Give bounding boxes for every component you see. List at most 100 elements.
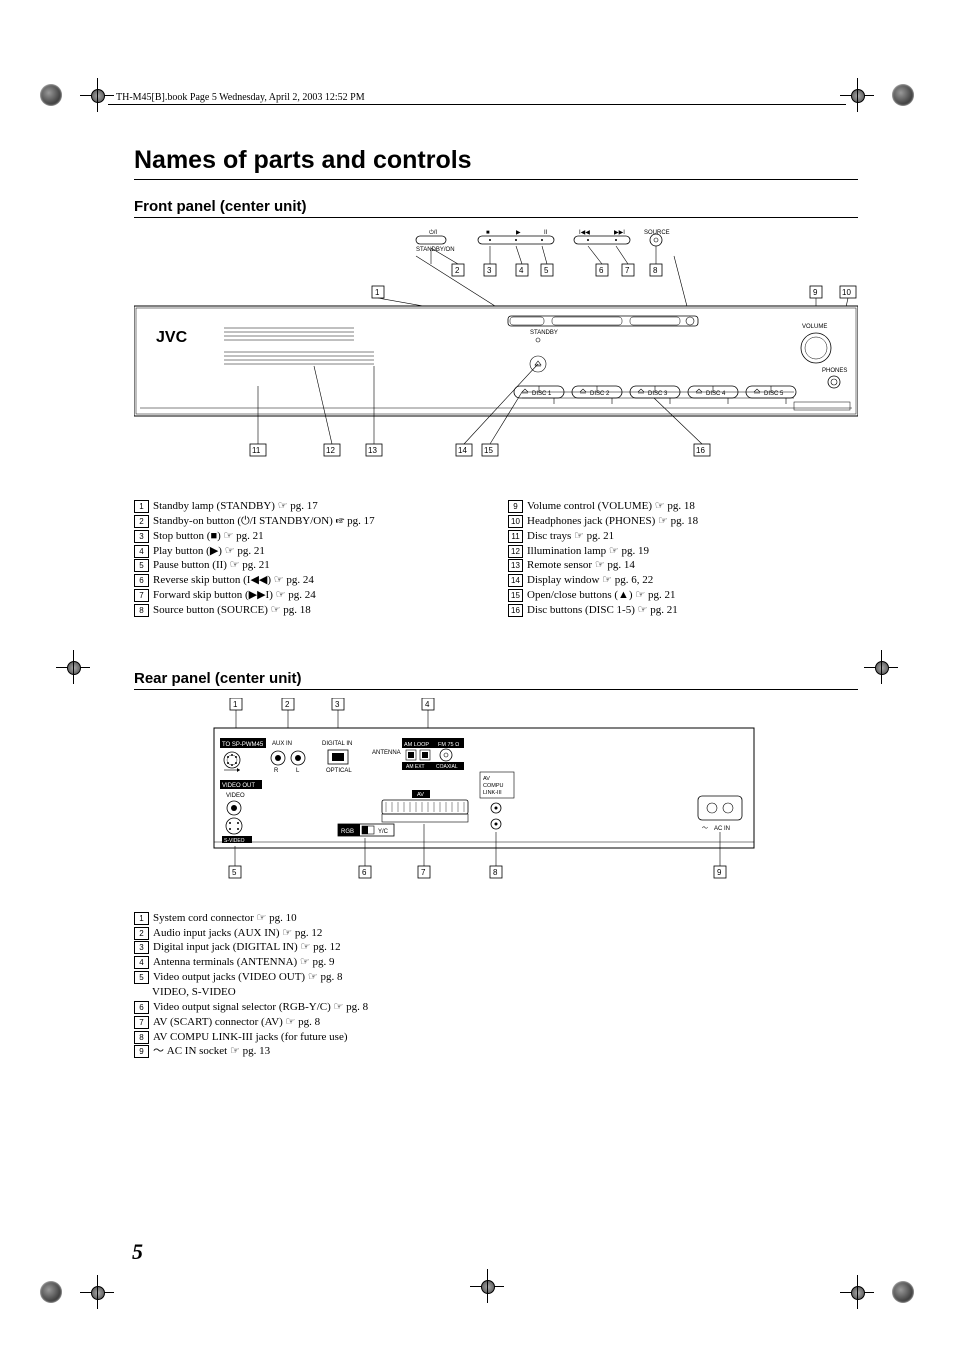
svg-text:Y/C: Y/C	[378, 829, 389, 835]
reg-mark-tr	[840, 78, 914, 112]
svg-text:RGB: RGB	[341, 829, 354, 835]
reg-cross	[470, 1269, 504, 1303]
legend-num: 4	[134, 545, 149, 558]
legend-row: 4Antenna terminals (ANTENNA) ☞ pg. 9	[134, 955, 858, 970]
reg-dot	[40, 84, 62, 106]
legend-text: Stop button (■) ☞ pg. 21	[153, 529, 264, 544]
reg-dot	[40, 1281, 62, 1303]
svg-text:AM EXT: AM EXT	[406, 764, 425, 770]
reg-mark-bl	[40, 1275, 114, 1309]
legend-text: Source button (SOURCE) ☞ pg. 18	[153, 603, 311, 618]
front-panel-legend: 1Standby lamp (STANDBY) ☞ pg. 172 Standby…	[134, 499, 858, 618]
svg-text:FM 75 Ω: FM 75 Ω	[438, 742, 459, 748]
rear-panel-legend: 1System cord connector ☞ pg. 102 Audio in…	[134, 911, 858, 1059]
legend-text: Volume control (VOLUME) ☞ pg. 18	[527, 499, 695, 514]
legend-text: Headphones jack (PHONES) ☞ pg. 18	[527, 514, 698, 529]
legend-row: 1Standby lamp (STANDBY) ☞ pg. 17	[134, 499, 484, 514]
svg-text:7: 7	[625, 266, 630, 275]
legend-row: 9 Volume control (VOLUME) ☞ pg. 18	[508, 499, 858, 514]
svg-text:S-VIDEO: S-VIDEO	[224, 838, 245, 844]
svg-text:9: 9	[813, 288, 818, 297]
svg-text:AV: AV	[417, 792, 424, 798]
svg-text:COAXIAL: COAXIAL	[436, 764, 458, 770]
legend-row: 10Headphones jack (PHONES) ☞ pg. 18	[508, 514, 858, 529]
legend-num: 11	[508, 530, 523, 543]
legend-text: Display window ☞ pg. 6, 22	[527, 573, 653, 588]
svg-text:1: 1	[233, 700, 238, 709]
svg-text:ANTENNA: ANTENNA	[372, 750, 401, 756]
rear-panel-diagram: 1 2 3 4 TO SP-PWM45 AUX IN	[134, 698, 858, 903]
legend-row: 2 Standby-on button (⏻/I STANDBY/ON) ☞ pg…	[134, 514, 484, 529]
legend-row: 7AV (SCART) connector (AV) ☞ pg. 8	[134, 1015, 858, 1030]
svg-text:3: 3	[335, 700, 340, 709]
legend-num: 1	[134, 500, 149, 513]
svg-text:OPTICAL: OPTICAL	[326, 768, 352, 774]
legend-text: Open/close buttons (▲) ☞ pg. 21	[527, 588, 675, 603]
reg-mark-br	[840, 1275, 914, 1309]
rear-panel-heading: Rear panel (center unit)	[134, 670, 858, 690]
legend-num: 9	[508, 500, 523, 513]
svg-text:I◀◀: I◀◀	[579, 230, 590, 236]
legend-num: 2	[134, 927, 149, 940]
svg-text:15: 15	[484, 446, 493, 455]
svg-text:DIGITAL IN: DIGITAL IN	[322, 741, 352, 747]
legend-row: 16 Disc buttons (DISC 1-5) ☞ pg. 21	[508, 603, 858, 618]
svg-text:13: 13	[368, 446, 377, 455]
legend-num: 16	[508, 604, 523, 617]
legend-num: 3	[134, 941, 149, 954]
legend-num: 7	[134, 589, 149, 602]
legend-row: 14Display window ☞ pg. 6, 22	[508, 573, 858, 588]
legend-row: 3 Digital input jack (DIGITAL IN) ☞ pg. 1…	[134, 940, 858, 955]
legend-row: 8Source button (SOURCE) ☞ pg. 18	[134, 603, 484, 618]
legend-row: 6Reverse skip button (I◀◀) ☞ pg. 24	[134, 573, 484, 588]
svg-text:AM LOOP: AM LOOP	[404, 742, 429, 748]
page-title: Names of parts and controls	[134, 146, 858, 180]
legend-text: Disc trays ☞ pg. 21	[527, 529, 614, 544]
legend-text: Audio input jacks (AUX IN) ☞ pg. 12	[153, 926, 322, 941]
legend-row: 1System cord connector ☞ pg. 10	[134, 911, 858, 926]
legend-num: 13	[508, 559, 523, 572]
legend-row: 6Video output signal selector (RGB-Y/C) …	[134, 1000, 858, 1015]
svg-text:PHONES: PHONES	[822, 368, 847, 374]
legend-text: System cord connector ☞ pg. 10	[153, 911, 297, 926]
svg-text:5: 5	[544, 266, 549, 275]
svg-text:2: 2	[285, 700, 290, 709]
reg-cross	[840, 78, 874, 112]
svg-text:7: 7	[421, 868, 426, 877]
legend-text: Standby-on button (⏻/I STANDBY/ON) ☞ pg.…	[153, 514, 375, 529]
legend-num: 5	[134, 559, 149, 572]
front-panel-heading: Front panel (center unit)	[134, 198, 858, 218]
svg-text:6: 6	[599, 266, 604, 275]
front-legend-left: 1Standby lamp (STANDBY) ☞ pg. 172 Standby…	[134, 499, 484, 618]
svg-text:14: 14	[458, 446, 467, 455]
legend-row: 13Remote sensor ☞ pg. 14	[508, 558, 858, 573]
svg-text:▶: ▶	[516, 230, 521, 236]
legend-text: Reverse skip button (I◀◀) ☞ pg. 24	[153, 573, 314, 588]
reg-mark-mb	[470, 1269, 504, 1303]
svg-text:3: 3	[487, 266, 492, 275]
legend-text: Video output jacks (VIDEO OUT) ☞ pg. 8	[153, 970, 342, 985]
svg-text:4: 4	[519, 266, 524, 275]
legend-text: Disc buttons (DISC 1-5) ☞ pg. 21	[527, 603, 678, 618]
svg-text:JVC: JVC	[156, 329, 188, 346]
legend-text: Illumination lamp ☞ pg. 19	[527, 544, 649, 559]
document-page: TH-M45[B].book Page 5 Wednesday, April 2…	[0, 0, 954, 1351]
legend-row: 4Play button (▶) ☞ pg. 21	[134, 544, 484, 559]
svg-text:6: 6	[362, 868, 367, 877]
legend-num: 5	[134, 971, 149, 984]
legend-num: 3	[134, 530, 149, 543]
svg-text:VOLUME: VOLUME	[802, 324, 827, 330]
svg-text:R: R	[274, 768, 279, 774]
svg-text:11: 11	[252, 446, 261, 455]
reg-cross	[864, 650, 898, 684]
reg-mark-ml	[56, 650, 90, 684]
legend-num: 2	[134, 515, 149, 528]
reg-cross	[56, 650, 90, 684]
legend-row: 9〜 AC IN socket ☞ pg. 13	[134, 1044, 858, 1059]
svg-text:AC IN: AC IN	[714, 826, 730, 832]
legend-extra: VIDEO, S-VIDEO	[134, 985, 858, 1000]
legend-text: AV (SCART) connector (AV) ☞ pg. 8	[153, 1015, 320, 1030]
legend-row: 2 Audio input jacks (AUX IN) ☞ pg. 12	[134, 926, 858, 941]
legend-text: Digital input jack (DIGITAL IN) ☞ pg. 12	[153, 940, 341, 955]
legend-row: 5 Video output jacks (VIDEO OUT) ☞ pg. 8	[134, 970, 858, 985]
